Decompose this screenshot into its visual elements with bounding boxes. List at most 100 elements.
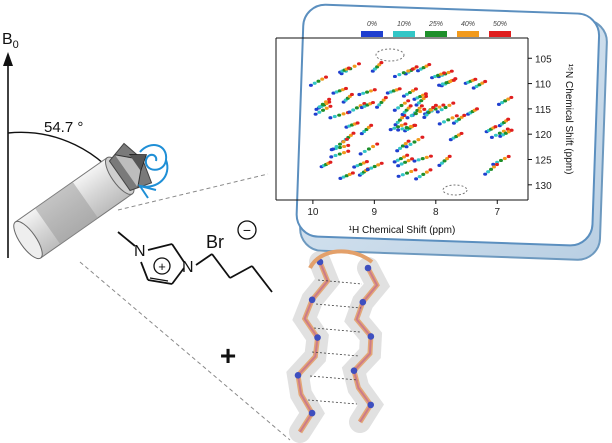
legend-label: 40%: [461, 21, 475, 28]
nmr-peak: [439, 72, 444, 76]
nmr-peak: [352, 165, 357, 169]
nmr-peak: [433, 103, 438, 107]
nmr-peak: [381, 98, 386, 102]
nmr-peak: [396, 125, 401, 129]
nmr-peak: [358, 162, 363, 166]
rotor-tube: [13, 142, 153, 260]
nmr-peak: [399, 123, 404, 127]
nmr-peak: [337, 152, 342, 156]
nmr-peak: [403, 160, 408, 164]
nmr-peak: [405, 153, 410, 157]
nmr-peak: [313, 112, 318, 116]
nmr-peak: [379, 61, 384, 65]
x-tick-label: 8: [433, 207, 439, 218]
y-axis-title: ¹⁵N Chemical Shift (ppm): [563, 64, 574, 175]
nmr-peak: [419, 104, 424, 108]
nmr-peak: [349, 92, 354, 97]
nmr-peak: [441, 120, 446, 124]
nmr-peak: [396, 106, 401, 110]
nmr-peak: [428, 154, 433, 158]
nmr-peak: [474, 84, 479, 88]
nmr-peak: [509, 95, 514, 100]
nmr-peak: [408, 142, 413, 146]
nmr-peak: [334, 90, 339, 94]
nmr-peak: [416, 137, 421, 142]
nmr-peak: [375, 65, 380, 69]
nmr-peak: [421, 96, 426, 101]
nmr-peak: [500, 101, 505, 105]
x-tick-label: 7: [494, 207, 500, 218]
nmr-peak: [492, 165, 497, 169]
nmr-peak: [352, 64, 357, 68]
x-tick-label: 9: [372, 207, 378, 218]
nmr-peak: [424, 94, 429, 98]
nmr-peak: [423, 92, 428, 96]
hbond-line: [315, 303, 362, 309]
peak-cloud: [308, 48, 514, 196]
nmr-peak: [454, 119, 459, 123]
nmr-peak: [400, 173, 405, 177]
nmr-peak: [399, 103, 404, 108]
nmr-peak: [430, 76, 435, 80]
nmr-peak: [395, 149, 400, 153]
nmr-peak: [312, 81, 317, 85]
legend-swatch: [489, 31, 511, 37]
nmr-peak: [440, 82, 445, 86]
nmr-peak: [400, 127, 405, 131]
nmr-peak: [406, 69, 411, 73]
nmr-peak: [331, 91, 336, 95]
nmr-peak: [314, 107, 319, 111]
nmr-peak: [433, 74, 438, 79]
nmr-peak: [316, 79, 321, 83]
nmr-peak: [446, 70, 451, 75]
nmr-peak: [401, 94, 406, 98]
helix-backbone: [352, 267, 379, 423]
nmr-peak: [359, 131, 364, 136]
nmr-peak: [372, 67, 377, 71]
nmr-peak: [451, 78, 456, 82]
nmr-peak: [368, 89, 373, 93]
n1-atom-label: N: [134, 243, 146, 260]
nmr-peak: [402, 101, 407, 105]
nmr-peak: [441, 103, 446, 107]
nmr-peak: [397, 118, 402, 122]
nmr-peak: [498, 158, 503, 163]
y-tick-label: 105: [535, 54, 552, 65]
nmr-peak: [362, 102, 367, 106]
nmr-peak: [414, 65, 419, 69]
nmr-peak: [331, 147, 336, 151]
nmr-peak: [506, 154, 511, 159]
nmr-peak: [420, 157, 425, 161]
nmr-peak: [366, 147, 371, 151]
nmr-peak: [439, 108, 444, 112]
nmr-peak: [502, 156, 507, 161]
zoom-guide-lines: [79, 173, 291, 441]
n3-atom-label: N: [182, 259, 194, 276]
nmr-peak: [483, 79, 488, 84]
nmr-peak: [505, 127, 510, 131]
nmr-peak: [474, 107, 479, 111]
nmr-peak: [409, 114, 414, 118]
nmr-peak: [375, 105, 380, 109]
nmr-peak: [483, 172, 488, 176]
anion-charge-circle: [237, 220, 257, 240]
nmr-peak: [365, 90, 370, 94]
nmr-peak: [392, 74, 397, 79]
nmr-peak: [493, 125, 498, 129]
nmr-peak: [350, 171, 355, 175]
nmr-peak: [437, 122, 442, 126]
nmr-peak: [321, 108, 326, 112]
nmr-peak: [457, 117, 462, 121]
nmr-peak: [412, 159, 417, 163]
nmr-peak: [446, 118, 451, 122]
nmr-peak: [424, 170, 429, 174]
nmr-peak: [418, 67, 423, 71]
nmr-peak: [341, 151, 346, 155]
legend-label: 0%: [367, 21, 377, 28]
nmr-peak: [308, 83, 313, 87]
nmr-peak: [396, 128, 401, 132]
nmr-peak: [420, 135, 425, 139]
hbond-line: [309, 375, 359, 381]
nmr-peak: [413, 87, 418, 91]
nmr-peak: [337, 145, 342, 150]
